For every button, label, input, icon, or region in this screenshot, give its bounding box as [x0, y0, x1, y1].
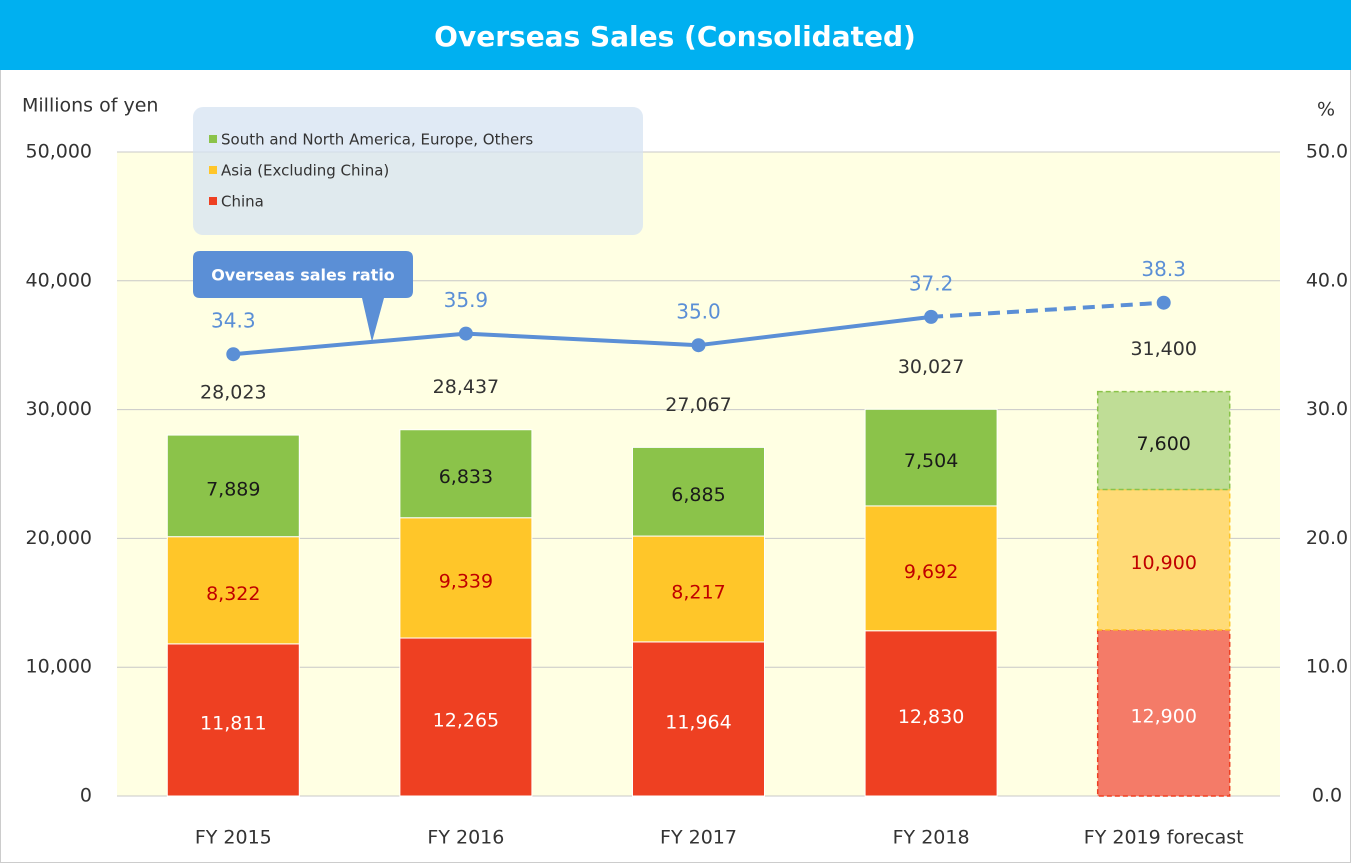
bar-segment — [1096, 390, 1231, 491]
line-segment — [465, 331, 699, 348]
x-tick-label: FY 2018 — [893, 827, 970, 849]
bar-value-label: 10,900 — [1130, 552, 1196, 574]
bar-segment — [864, 630, 998, 797]
y2-tick-label: 30.0 — [1306, 398, 1348, 420]
legend-box — [193, 107, 643, 235]
total-label: 27,067 — [665, 394, 731, 416]
bar-value-label: 11,964 — [665, 711, 731, 733]
y-tick-label: 20,000 — [26, 527, 92, 549]
bar-value-label: 7,600 — [1136, 433, 1190, 455]
line-point — [691, 338, 706, 353]
y2-tick-label: 50.0 — [1306, 141, 1348, 163]
y-axis-label: Millions of yen — [22, 95, 158, 117]
line-segment — [698, 314, 932, 348]
bar-segment — [399, 637, 533, 797]
y2-tick-label: 0.0 — [1312, 785, 1342, 807]
bar-value-label: 12,830 — [898, 706, 964, 728]
bar-segment — [166, 434, 300, 538]
callout-label: Overseas sales ratio — [211, 266, 395, 285]
bar-segment — [864, 408, 998, 507]
legend-swatch — [209, 197, 217, 205]
bar-value-label: 7,889 — [206, 478, 260, 500]
bar-value-label: 8,217 — [671, 581, 725, 603]
title-bar — [0, 0, 1351, 70]
bar-value-label: 6,833 — [439, 466, 493, 488]
bar-value-label: 8,322 — [206, 583, 260, 605]
bar-value-label: 12,265 — [433, 710, 499, 732]
bar-value-label: 6,885 — [671, 484, 725, 506]
y-tick-label: 50,000 — [26, 141, 92, 163]
bar-segment — [632, 446, 765, 537]
y2-axis-label: % — [1317, 99, 1335, 121]
line-segment — [233, 331, 467, 357]
y2-tick-label: 40.0 — [1306, 269, 1348, 291]
line-value-label: 35.0 — [676, 300, 721, 324]
x-tick-label: FY 2015 — [195, 827, 272, 849]
line-segment — [930, 300, 1164, 319]
line-value-label: 38.3 — [1141, 257, 1186, 281]
y-tick-label: 40,000 — [26, 269, 92, 291]
total-label: 28,023 — [200, 382, 266, 404]
total-label: 31,400 — [1130, 338, 1196, 360]
bar-value-label: 7,504 — [904, 450, 958, 472]
bar-value-label: 9,692 — [904, 561, 958, 583]
line-value-label: 35.9 — [444, 288, 489, 312]
callout — [193, 251, 413, 342]
bar-segment — [632, 641, 765, 797]
legend-label: Asia (Excluding China) — [221, 162, 389, 180]
line-point — [924, 309, 939, 324]
x-tick-label: FY 2016 — [427, 827, 504, 849]
bar-segment — [864, 505, 998, 632]
legend-swatch — [209, 166, 217, 174]
bar-segment — [1096, 488, 1231, 631]
bar-segment — [166, 643, 300, 797]
line-point — [458, 326, 473, 341]
line-point — [1156, 295, 1171, 310]
bar-segment — [399, 429, 533, 519]
bar-value-label: 9,339 — [439, 570, 493, 592]
total-label: 30,027 — [898, 356, 964, 378]
line-point — [226, 347, 241, 362]
y2-tick-label: 10.0 — [1306, 656, 1348, 678]
line-value-label: 37.2 — [909, 271, 954, 295]
bar-value-label: 12,900 — [1130, 705, 1196, 727]
chart-title: Overseas Sales (Consolidated) — [434, 20, 916, 53]
y-tick-label: 30,000 — [26, 398, 92, 420]
legend-label: China — [221, 193, 264, 211]
bar-segment — [399, 517, 533, 639]
bar-value-label: 11,811 — [200, 712, 266, 734]
x-tick-label: FY 2017 — [660, 827, 737, 849]
legend-swatch — [209, 135, 217, 143]
y-tick-label: 0 — [80, 785, 92, 807]
y2-tick-label: 20.0 — [1306, 527, 1348, 549]
x-tick-label: FY 2019 forecast — [1084, 827, 1244, 849]
line-value-label: 34.3 — [211, 309, 256, 333]
legend-label: South and North America, Europe, Others — [221, 131, 533, 149]
y-tick-label: 10,000 — [26, 656, 92, 678]
bar-segment — [1096, 629, 1231, 797]
total-label: 28,437 — [433, 376, 499, 398]
